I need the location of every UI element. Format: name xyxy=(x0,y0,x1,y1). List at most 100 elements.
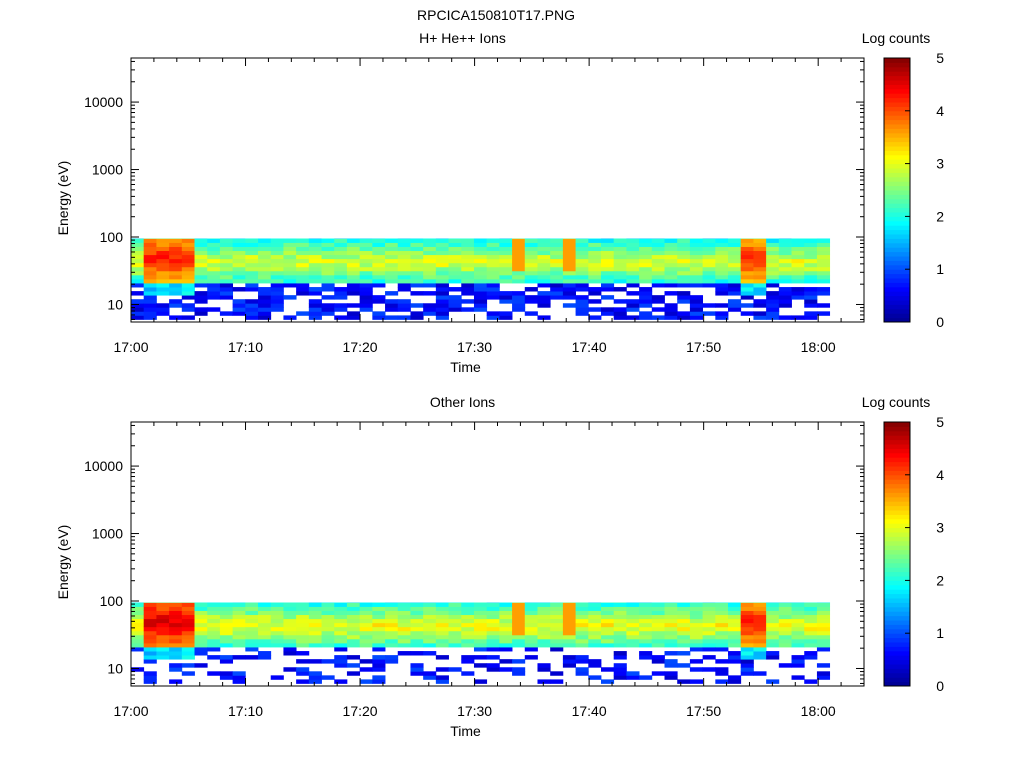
colorbar-segment xyxy=(884,93,910,99)
heatmap-cell xyxy=(346,238,361,243)
heatmap-cell xyxy=(702,614,716,620)
heatmap-cell xyxy=(385,638,399,644)
heatmap-cell xyxy=(524,642,538,648)
heatmap-cell xyxy=(613,667,627,672)
heatmap-cell xyxy=(181,610,195,616)
heatmap-cell xyxy=(499,638,513,644)
heatmap-cell xyxy=(232,266,246,272)
heatmap-cell xyxy=(753,651,767,656)
heatmap-cell xyxy=(537,246,551,252)
colorbar-segment xyxy=(884,532,910,537)
heatmap-cell xyxy=(791,238,805,243)
heatmap-cell xyxy=(334,618,348,624)
heatmap-cell xyxy=(397,622,411,628)
heatmap-cell xyxy=(435,266,449,272)
heatmap-cell xyxy=(359,266,373,272)
heatmap-cell xyxy=(524,634,538,640)
heatmap-cell xyxy=(512,614,526,620)
heatmap-cell xyxy=(410,242,424,247)
heatmap-cell xyxy=(232,274,246,280)
heatmap-cell xyxy=(296,254,310,260)
heatmap-cell xyxy=(677,614,691,620)
heatmap-cell xyxy=(473,663,488,668)
heatmap-cell xyxy=(651,610,665,616)
colorbar-segment xyxy=(884,128,910,134)
heatmap-cell xyxy=(562,606,576,611)
heatmap-cell xyxy=(816,638,831,644)
heatmap-cell xyxy=(651,671,665,676)
heatmap-cell xyxy=(664,630,678,636)
heatmap-cell xyxy=(702,238,716,243)
heatmap-cell xyxy=(588,610,602,616)
heatmap-cell xyxy=(169,315,183,320)
heatmap-cell xyxy=(499,667,513,672)
heatmap-cell xyxy=(512,291,526,296)
heatmap-cell xyxy=(689,606,704,611)
heatmap-cell xyxy=(156,655,170,660)
colorbar-segment xyxy=(884,642,910,647)
heatmap-cell xyxy=(321,614,335,620)
heatmap-cell xyxy=(296,242,310,247)
heatmap-cell xyxy=(143,315,157,320)
heatmap-cell xyxy=(385,655,399,660)
heatmap-cell xyxy=(448,618,462,624)
colorbar-segment xyxy=(884,159,910,165)
heatmap-cell xyxy=(550,250,564,256)
heatmap-cell xyxy=(715,254,729,260)
heatmap-cell xyxy=(804,287,818,292)
heatmap-cell xyxy=(232,258,246,264)
heatmap-cell xyxy=(677,642,691,648)
heatmap-cell xyxy=(562,663,576,668)
heatmap-cell xyxy=(473,630,488,636)
heatmap-cell xyxy=(537,618,551,624)
heatmap-cell xyxy=(816,618,831,624)
heatmap-cell xyxy=(169,622,183,628)
heatmap-cell xyxy=(588,642,602,648)
heatmap-cell xyxy=(486,315,500,320)
heatmap-cell xyxy=(613,246,627,252)
heatmap-cell xyxy=(283,614,297,620)
heatmap-cell xyxy=(219,238,234,243)
colorbar-segment xyxy=(884,141,910,147)
heatmap-cell xyxy=(702,262,716,268)
heatmap-cell xyxy=(512,299,526,304)
colorbar-segment xyxy=(884,593,910,599)
heatmap-cell xyxy=(245,266,259,272)
heatmap-cell xyxy=(258,303,272,308)
heatmap-cell xyxy=(219,602,234,607)
heatmap-cell xyxy=(473,606,488,611)
heatmap-cell xyxy=(131,622,145,628)
heatmap-cell xyxy=(131,246,145,252)
heatmap-cell xyxy=(156,622,170,628)
x-axis-label: Time xyxy=(450,359,481,375)
heatmap-cell xyxy=(423,246,437,252)
heatmap-cell xyxy=(575,307,589,312)
heatmap-cell xyxy=(219,606,234,611)
heatmap-cell xyxy=(499,291,513,296)
heatmap-cell xyxy=(499,622,513,628)
heatmap-cell xyxy=(385,254,399,260)
heatmap-cell xyxy=(664,270,678,276)
heatmap-cell xyxy=(588,634,602,640)
heatmap-cell xyxy=(334,270,348,276)
heatmap-cell xyxy=(461,642,475,648)
heatmap-cell xyxy=(588,622,602,628)
heatmap-cell xyxy=(715,238,729,243)
heatmap-cell xyxy=(575,258,589,264)
heatmap-cell xyxy=(296,634,310,640)
heatmap-cell xyxy=(588,299,602,304)
heatmap-cell xyxy=(321,618,335,624)
heatmap-cell xyxy=(613,266,627,272)
heatmap-cell xyxy=(334,647,348,652)
heatmap-cell xyxy=(626,618,640,624)
heatmap-cell xyxy=(232,679,246,684)
heatmap-cell xyxy=(207,270,221,276)
heatmap-cell xyxy=(397,602,411,607)
heatmap-cell xyxy=(702,602,716,607)
heatmap-cell xyxy=(359,254,373,260)
heatmap-cell xyxy=(766,618,780,624)
heatmap-cell xyxy=(689,258,704,264)
heatmap-cell xyxy=(575,667,589,672)
heatmap-cell xyxy=(283,638,297,644)
colorbar-tick-label: 5 xyxy=(936,50,944,66)
